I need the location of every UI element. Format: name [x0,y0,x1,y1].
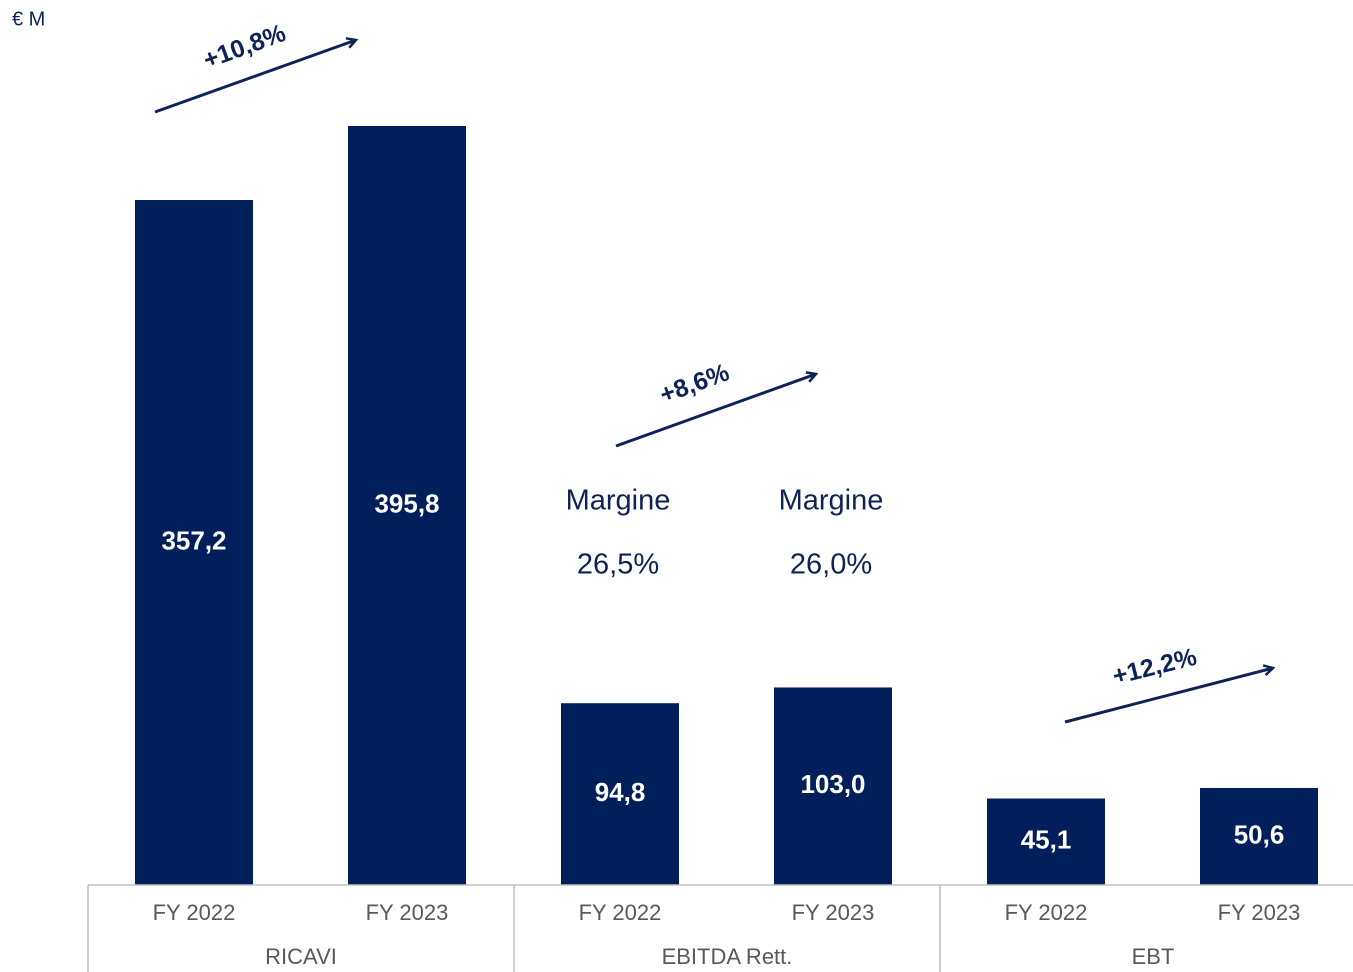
bar [1200,787,1318,885]
x-tick-label: FY 2022 [153,900,236,925]
value-label: 45,1 [1021,825,1072,855]
bar [135,199,253,885]
bar [774,687,892,885]
bar [348,125,466,885]
value-label: 357,2 [161,525,226,555]
growth-arrow [1064,668,1273,724]
margin-label: Margine [779,485,884,517]
value-label: 50,6 [1234,819,1285,849]
margin-value: 26,5% [577,549,659,581]
x-tick-label: FY 2023 [1218,900,1301,925]
x-tick-label: FY 2022 [1005,900,1088,925]
value-label: 94,8 [595,777,646,807]
group-label: EBITDA Rett. [662,944,793,969]
growth-arrow [615,374,816,448]
margin-value: 26,0% [790,549,872,581]
group-label: EBT [1132,944,1175,969]
value-label: 103,0 [800,769,865,799]
bar [561,703,679,885]
growth-label: +12,2% [1110,643,1200,691]
group-label: RICAVI [265,944,337,969]
x-tick-label: FY 2023 [366,900,449,925]
growth-label: +10,8% [200,19,290,75]
bar [987,798,1105,885]
x-tick-label: FY 2022 [579,900,662,925]
value-label: 395,8 [374,488,439,518]
growth-arrow [154,40,356,114]
growth-label: +8,6% [656,358,733,409]
unit-label: € M [12,8,45,30]
margin-label: Margine [566,485,671,517]
x-tick-label: FY 2023 [792,900,875,925]
